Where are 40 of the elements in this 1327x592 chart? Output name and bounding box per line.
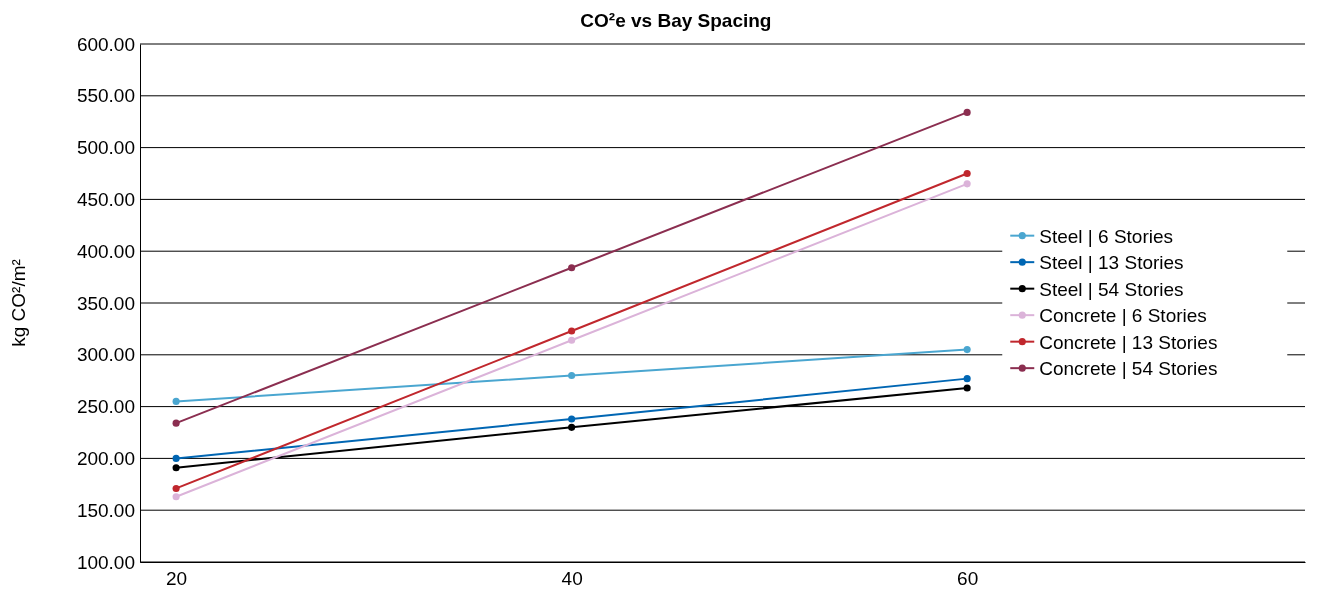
legend-label: Concrete | 13 Stories xyxy=(1039,331,1218,353)
legend-label: Steel | 13 Stories xyxy=(1039,252,1184,274)
y-tick-label: 450.00 xyxy=(76,188,135,210)
point xyxy=(963,346,971,354)
y-tick-label: 150.00 xyxy=(76,499,135,521)
x-tick-label: 40 xyxy=(561,567,583,589)
point xyxy=(963,180,971,188)
y-tick-label: 200.00 xyxy=(76,447,135,469)
x-tick-label: 60 xyxy=(957,567,979,589)
point xyxy=(172,454,180,462)
point xyxy=(172,464,180,472)
legend-label: Concrete | 54 Stories xyxy=(1039,358,1218,380)
y-tick-label: 600.00 xyxy=(76,33,135,55)
point xyxy=(568,327,576,335)
point xyxy=(963,384,971,392)
point xyxy=(568,336,576,344)
legend-label: Steel | 54 Stories xyxy=(1039,278,1184,300)
point xyxy=(568,371,576,380)
y-tick-label: 300.00 xyxy=(76,344,135,366)
point xyxy=(568,423,576,431)
chart-title: CO²e vs Bay Spacing xyxy=(580,10,772,31)
x-tick-label: 20 xyxy=(166,567,188,589)
y-tick-label: 400.00 xyxy=(76,240,135,262)
y-axis-title: kg CO²/m² xyxy=(8,259,29,347)
legend-label: Steel | 6 Stories xyxy=(1039,225,1174,247)
y-tick-label: 250.00 xyxy=(76,396,135,418)
y-tick-label: 550.00 xyxy=(76,85,135,107)
point xyxy=(963,169,971,178)
point xyxy=(172,397,180,405)
point xyxy=(172,419,180,427)
point xyxy=(963,108,971,116)
point xyxy=(568,415,576,423)
point xyxy=(963,375,971,383)
y-tick-label: 500.00 xyxy=(76,137,135,159)
legend-label: Concrete | 6 Stories xyxy=(1039,305,1207,327)
point xyxy=(568,264,576,272)
y-tick-label: 100.00 xyxy=(76,551,135,573)
point xyxy=(172,493,180,501)
y-tick-label: 350.00 xyxy=(76,292,135,314)
point xyxy=(172,484,180,492)
